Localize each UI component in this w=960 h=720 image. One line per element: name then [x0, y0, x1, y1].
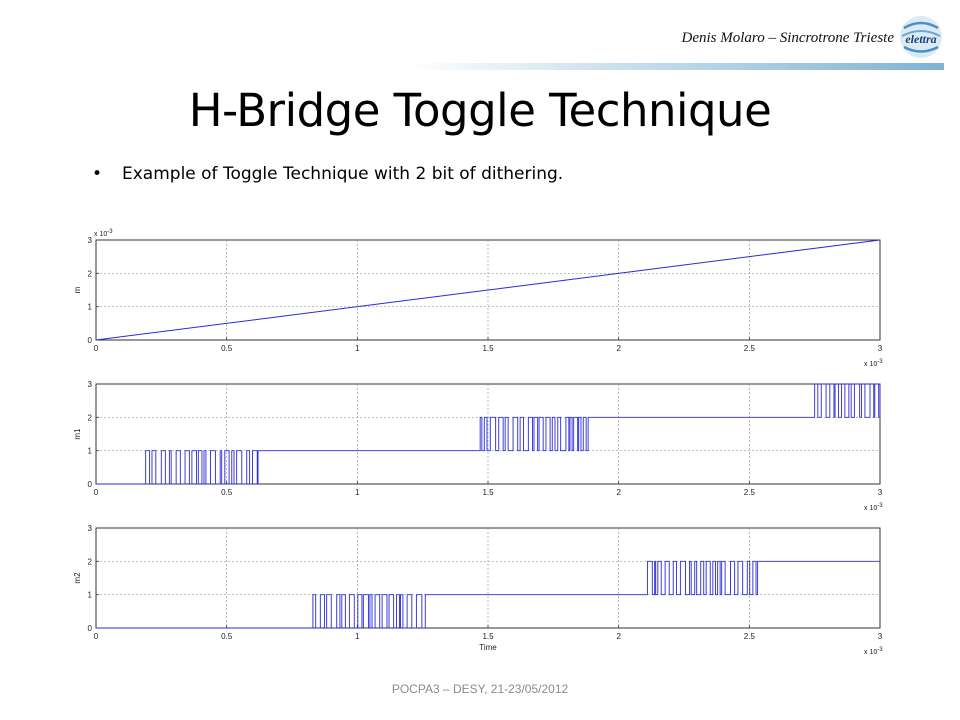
x-tick-label: 1	[355, 488, 360, 497]
series-line	[96, 560, 880, 629]
x-exponent-label: x 10-3	[864, 647, 883, 656]
y-exponent-label: x 10-3	[94, 229, 113, 238]
logo-wordmark: elettra	[905, 32, 936, 46]
y-tick-label: 2	[88, 269, 93, 278]
x-tick-label: 2.5	[744, 344, 756, 353]
y-tick-label: 3	[88, 380, 93, 389]
y-tick-label: 2	[88, 557, 93, 566]
elettra-logo: elettra	[900, 16, 942, 58]
y-tick-label: 0	[88, 336, 93, 345]
series-line	[95, 239, 881, 341]
x-tick-label: 0.5	[221, 632, 233, 641]
y-tick-label: 3	[88, 236, 93, 245]
y-axis-label: m2	[73, 572, 82, 584]
y-tick-label: 1	[88, 591, 93, 600]
x-tick-label: 3	[878, 632, 883, 641]
x-tick-label: 3	[878, 344, 883, 353]
x-tick-label: 1.5	[482, 488, 494, 497]
bullet-dot-icon: •	[92, 164, 103, 184]
x-tick-label: 0.5	[221, 344, 233, 353]
x-tick-label: 2.5	[744, 488, 756, 497]
x-tick-label: 1.5	[482, 344, 494, 353]
x-tick-label: 1.5	[482, 632, 494, 641]
x-exponent-label: x 10-3	[864, 359, 883, 368]
y-tick-label: 2	[88, 413, 93, 422]
y-axis-label: m1	[73, 428, 82, 440]
y-axis-label: m	[73, 286, 82, 293]
y-tick-label: 0	[88, 624, 93, 633]
series-line	[96, 383, 881, 485]
x-tick-label: 0	[94, 632, 99, 641]
x-tick-label: 0	[94, 488, 99, 497]
y-tick-label: 1	[88, 447, 93, 456]
x-tick-label: 1	[355, 632, 360, 641]
x-tick-label: 0.5	[221, 488, 233, 497]
author-credit: Denis Molaro – Sincrotrone Trieste	[681, 30, 895, 46]
slide-title: H-Bridge Toggle Technique	[188, 84, 772, 137]
x-exponent-label: x 10-3	[864, 503, 883, 512]
bullet-text: Example of Toggle Technique with 2 bit o…	[122, 164, 564, 184]
y-tick-label: 3	[88, 524, 93, 533]
x-tick-label: 1	[355, 344, 360, 353]
x-tick-label: 2	[616, 344, 621, 353]
x-tick-label: 3	[878, 488, 883, 497]
x-tick-label: 0	[94, 344, 99, 353]
header-bar	[408, 63, 944, 70]
x-tick-label: 2.5	[744, 632, 756, 641]
x-tick-label: 2	[616, 488, 621, 497]
y-tick-label: 0	[88, 480, 93, 489]
x-tick-label: 2	[616, 632, 621, 641]
bullet-item: • Example of Toggle Technique with 2 bit …	[92, 164, 563, 184]
x-axis-label: Time	[479, 643, 497, 652]
footer-text: POCPA3 – DESY, 21-23/05/2012	[391, 682, 569, 696]
y-tick-label: 1	[88, 303, 93, 312]
